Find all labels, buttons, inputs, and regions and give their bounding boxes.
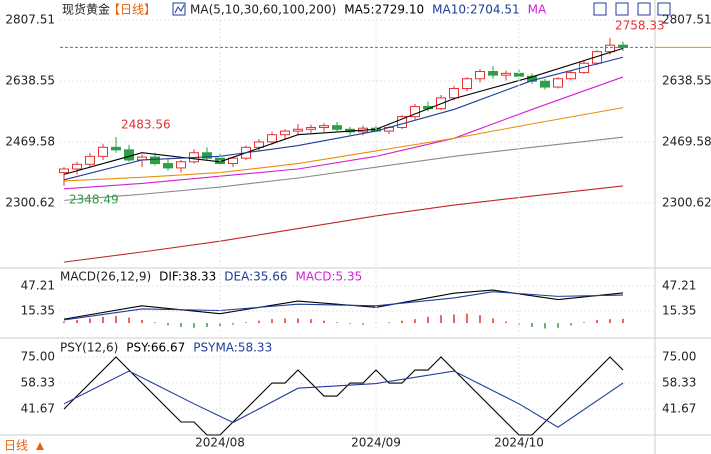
y-tick-label: 2300.62 <box>5 196 55 210</box>
candle-body <box>254 141 264 148</box>
candle-body <box>488 71 498 76</box>
legend-item: DIF:38.33 <box>159 270 216 284</box>
y-tick-label: 75.00 <box>21 350 55 364</box>
price-annotation: 2483.56 <box>121 118 171 132</box>
y-tick-label: 15.35 <box>21 304 55 318</box>
legend-item: PSYMA:58.33 <box>193 341 272 355</box>
candle-body <box>150 156 160 165</box>
y-tick-label-right: 2807.51 <box>662 13 711 27</box>
candle-body <box>98 146 108 157</box>
y-tick-label-right: 2300.62 <box>662 196 711 210</box>
legend-item: MA5:2729.10 <box>344 3 424 17</box>
x-tick-label: 2024/10 <box>494 436 544 450</box>
indicator-line <box>63 185 624 263</box>
y-tick-label: 41.67 <box>21 402 55 416</box>
candle-body <box>59 168 69 174</box>
candle-body <box>462 78 472 89</box>
y-tick-label: 2469.58 <box>5 135 55 149</box>
candle-body <box>293 128 303 132</box>
y-tick-label-right: 47.21 <box>662 279 696 293</box>
y-tick-label: 47.21 <box>21 279 55 293</box>
price-annotation: 2348.49 <box>69 192 119 206</box>
ma-icon-glyph <box>174 4 185 14</box>
candle-body <box>605 44 615 53</box>
candle-body <box>319 125 329 128</box>
candle-body <box>332 125 342 130</box>
candle-body <box>306 126 316 130</box>
period[interactable]: 【日线】 <box>108 3 156 17</box>
candle-body <box>280 130 290 136</box>
candle-body <box>267 134 277 143</box>
legend-item: MACD:5.35 <box>296 270 363 284</box>
indicator-line <box>63 107 624 182</box>
indicator-line <box>63 47 624 175</box>
y-tick-label-right: 15.35 <box>662 304 696 318</box>
y-tick-label-right: 41.67 <box>662 402 696 416</box>
candle-body <box>475 71 485 80</box>
ma-icon[interactable] <box>172 2 186 16</box>
x-tick-label: 2024/09 <box>351 436 401 450</box>
y-tick-label-right: 75.00 <box>662 350 696 364</box>
indicator-line <box>63 76 624 190</box>
tool-fit[interactable] <box>615 2 629 16</box>
candle-body <box>163 163 173 169</box>
candle-body <box>228 157 238 165</box>
price-annotation: 2758.33 <box>615 18 665 32</box>
tool-close[interactable] <box>657 2 671 16</box>
tool-zoom[interactable] <box>593 2 607 16</box>
footer-period[interactable]: 日线 <box>4 439 28 453</box>
candle-body <box>540 80 550 88</box>
footer-arrow[interactable] <box>36 442 44 450</box>
candle-body <box>553 78 563 88</box>
candle-body <box>566 72 576 80</box>
toolbar <box>593 2 671 16</box>
indicator-line <box>63 370 624 428</box>
candle-body <box>501 72 511 76</box>
y-tick-label-right: 2469.58 <box>662 135 711 149</box>
indicator-label: MA(5,10,30,60,100,200) <box>190 3 336 17</box>
candle-body <box>85 155 95 165</box>
x-tick-label: 2024/08 <box>195 436 245 450</box>
candle-body <box>176 161 186 169</box>
candle-body <box>72 163 82 170</box>
indicator-label: MACD(26,12,9) <box>60 270 151 284</box>
y-tick-label: 2807.51 <box>5 13 55 27</box>
candle-body <box>449 87 459 99</box>
indicator-label: PSY(12,6) <box>60 341 118 355</box>
legend-item: MA <box>528 3 547 17</box>
indicator-line <box>63 356 624 436</box>
indicator-line <box>63 136 624 201</box>
y-tick-label-right: 2638.55 <box>662 74 711 88</box>
legend-item: DEA:35.66 <box>224 270 287 284</box>
y-tick-label: 58.33 <box>21 376 55 390</box>
symbol: 现货黄金 <box>62 2 110 17</box>
candle-body <box>111 146 121 151</box>
legend-item: MA10:2704.51 <box>432 3 520 17</box>
y-tick-label-right: 58.33 <box>662 376 696 390</box>
indicator-line <box>63 291 624 321</box>
tool-settings[interactable] <box>637 2 651 16</box>
legend-item: PSY:66.67 <box>126 341 185 355</box>
y-tick-label: 2638.55 <box>5 74 55 88</box>
candle-body <box>202 152 212 159</box>
